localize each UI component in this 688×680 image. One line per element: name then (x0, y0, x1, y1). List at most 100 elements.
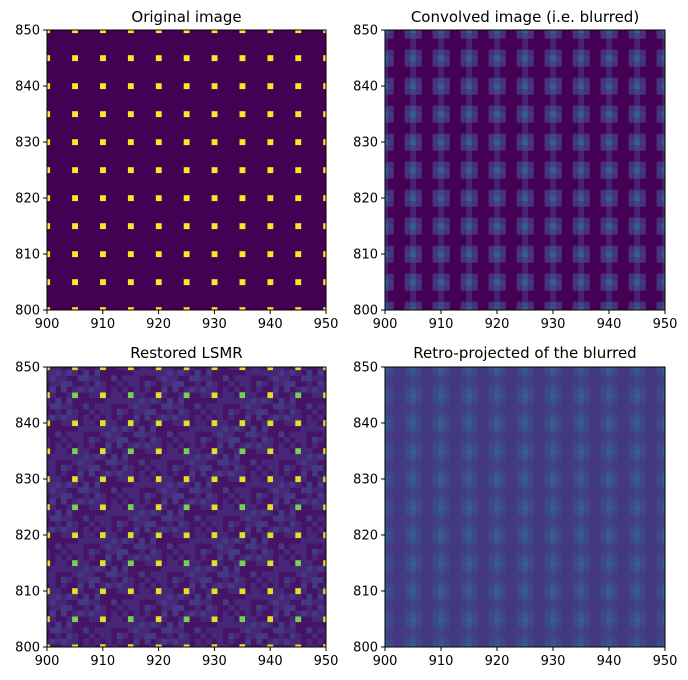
heatmap-cell (583, 284, 590, 291)
heatmap-cell (385, 245, 389, 252)
heatmap-cell (522, 290, 529, 297)
heatmap-cell (516, 403, 523, 410)
heatmap-cell (567, 537, 573, 544)
heatmap-cell (522, 493, 529, 499)
heatmap-cell (289, 621, 296, 628)
heatmap-cell (527, 588, 534, 595)
heatmap-cell (284, 565, 291, 572)
heatmap-cell (393, 448, 400, 455)
heatmap-cell (399, 397, 405, 404)
heatmap-cell (522, 111, 529, 118)
heatmap-cell (432, 139, 439, 146)
heatmap-cell (583, 549, 590, 555)
heatmap-cell (494, 156, 501, 162)
heatmap-cell (88, 554, 95, 561)
heatmap-cell (533, 515, 540, 522)
heatmap-cell (323, 251, 326, 258)
heatmap-cell (228, 367, 235, 371)
heatmap-cell (589, 633, 596, 639)
heatmap-cell (438, 521, 445, 527)
heatmap-cell (639, 279, 646, 286)
heatmap-cell (172, 453, 179, 460)
heatmap-cell (606, 49, 613, 56)
heatmap-cell (477, 453, 484, 460)
heatmap-cell (172, 532, 179, 539)
heatmap-cell (399, 537, 405, 544)
heatmap-cell (306, 605, 313, 611)
heatmap-cell (127, 83, 134, 90)
heatmap-cell (662, 268, 665, 274)
heatmap-cell (410, 465, 417, 471)
heatmap-cell (533, 621, 540, 628)
heatmap-cell (105, 521, 112, 527)
heatmap-cell (494, 284, 501, 291)
heatmap-cell (561, 638, 568, 645)
heatmap-cell (393, 442, 400, 449)
heatmap-cell (387, 526, 394, 533)
heatmap-cell (385, 116, 389, 123)
heatmap-cell (295, 414, 302, 421)
heatmap-cell (256, 526, 263, 533)
heatmap-cell (438, 296, 445, 302)
heatmap-cell (317, 476, 324, 483)
heatmap-cell (488, 526, 495, 533)
heatmap-cell (527, 161, 534, 168)
heatmap-cell (410, 498, 417, 505)
heatmap-cell (656, 133, 663, 140)
heatmap-cell (233, 577, 240, 583)
heatmap-cell (172, 526, 179, 533)
heatmap-cell (421, 644, 428, 647)
heatmap-cell (443, 565, 450, 572)
heatmap-cell (393, 504, 400, 511)
heatmap-cell (161, 638, 168, 645)
heatmap-cell (572, 273, 579, 280)
heatmap-cell (494, 470, 501, 477)
heatmap-cell (183, 437, 190, 443)
heatmap-cell (471, 307, 478, 310)
heatmap-cell (471, 448, 478, 455)
heatmap-cell (127, 627, 134, 634)
heatmap-cell (522, 234, 529, 241)
heatmap-cell (522, 599, 529, 606)
heatmap-cell (399, 633, 405, 639)
heatmap-cell (488, 228, 495, 235)
heatmap-cell (133, 498, 140, 505)
heatmap-cell (595, 392, 601, 399)
heatmap-cell (387, 369, 394, 376)
heatmap-cell (300, 610, 307, 617)
heatmap-cell (578, 122, 585, 129)
heatmap-cell (155, 560, 162, 567)
heatmap-cell (494, 397, 501, 404)
heatmap-cell (415, 549, 422, 555)
heatmap-cell (284, 605, 291, 611)
heatmap-cell (533, 504, 540, 511)
heatmap-cell (561, 582, 568, 589)
heatmap-cell (499, 465, 506, 471)
heatmap-cell (323, 498, 326, 505)
heatmap-cell (100, 644, 106, 647)
heatmap-cell (555, 588, 562, 595)
heatmap-cell (211, 470, 218, 477)
heatmap-cell (606, 240, 613, 246)
heatmap-cell (561, 481, 568, 488)
heatmap-cell (166, 481, 173, 488)
heatmap-cell (49, 381, 56, 387)
heatmap-cell (555, 88, 562, 95)
heatmap-cell (94, 403, 101, 410)
heatmap-cell (387, 493, 394, 499)
heatmap-cell (410, 60, 417, 67)
heatmap-cell (387, 381, 394, 387)
heatmap-cell (483, 448, 489, 455)
heatmap-cell (471, 599, 478, 606)
heatmap-cell (421, 476, 428, 483)
heatmap-cell (66, 638, 73, 645)
heatmap-cell (494, 116, 501, 123)
heatmap-cell (393, 515, 400, 522)
heatmap-cell (267, 55, 274, 62)
heatmap-cell (385, 386, 389, 393)
heatmap-cell (511, 403, 517, 410)
heatmap-cell (460, 111, 467, 118)
heatmap-cell (516, 409, 523, 415)
heatmap-cell (127, 621, 134, 628)
heatmap-cell (105, 420, 112, 427)
